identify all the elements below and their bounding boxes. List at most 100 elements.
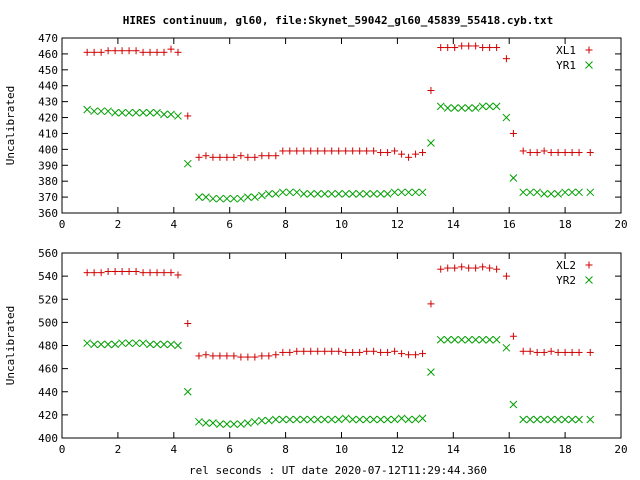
data-point-d2 <box>278 188 287 197</box>
data-point <box>328 347 336 355</box>
data-point-d2 <box>237 194 245 203</box>
y-tick-label: 370 <box>38 191 58 204</box>
data-point-d2 <box>230 420 238 428</box>
data-point <box>230 420 238 428</box>
data-point <box>334 415 343 424</box>
data-point <box>184 112 192 120</box>
data-point <box>139 108 147 117</box>
data-point <box>376 190 385 198</box>
data-point <box>83 269 91 277</box>
data-point <box>554 149 562 157</box>
data-point <box>216 194 224 203</box>
data-point <box>492 102 501 111</box>
data-point <box>265 352 273 360</box>
data-point <box>97 107 105 116</box>
data-point <box>384 348 392 356</box>
data-point-d2 <box>90 340 98 349</box>
data-point-d2 <box>216 420 224 428</box>
data-point-d2 <box>183 159 192 168</box>
data-point-d2 <box>313 190 322 198</box>
data-point-d2 <box>509 174 518 182</box>
data-point <box>384 149 392 157</box>
data-point <box>209 352 217 360</box>
data-point-d2 <box>183 387 192 396</box>
data-point-d2 <box>568 415 576 424</box>
data-point <box>457 335 466 344</box>
y-tick-label: 430 <box>38 96 58 109</box>
data-point <box>586 415 595 424</box>
data-point-d2 <box>404 188 413 197</box>
data-point <box>547 190 555 198</box>
data-point <box>104 107 112 116</box>
data-point-d2 <box>306 190 315 198</box>
data-point <box>472 264 480 272</box>
x-tick-label: 20 <box>614 443 627 456</box>
data-point-d2 <box>540 415 548 424</box>
data-point <box>202 351 210 359</box>
data-point <box>251 193 259 201</box>
data-point <box>568 188 576 197</box>
data-point-d2 <box>139 339 147 348</box>
y-axis-label: Uncalibrated <box>4 86 17 165</box>
data-point <box>125 108 133 117</box>
x-tick-label: 18 <box>558 218 571 231</box>
data-point <box>362 415 371 424</box>
data-point <box>418 414 427 423</box>
data-point <box>437 44 445 52</box>
series-YR1 <box>83 102 595 203</box>
data-point-d2 <box>457 104 466 112</box>
data-point-d2 <box>264 190 273 198</box>
data-point-d2 <box>285 188 294 197</box>
data-point <box>533 415 542 424</box>
x-tick-label: 14 <box>447 443 461 456</box>
legend-marker <box>585 261 593 269</box>
data-point-d2 <box>436 102 445 111</box>
data-point <box>362 190 371 198</box>
data-point <box>104 47 112 55</box>
data-point-d2 <box>132 108 140 117</box>
data-point <box>272 351 280 359</box>
data-point <box>195 352 203 360</box>
data-point <box>209 153 217 161</box>
data-point <box>313 415 322 424</box>
data-point-d2 <box>299 415 308 424</box>
data-point-d2 <box>348 415 357 424</box>
data-point <box>586 188 595 197</box>
data-point-d2 <box>299 190 308 198</box>
data-point <box>458 42 466 50</box>
data-point <box>390 415 399 424</box>
data-point-d2 <box>83 339 92 348</box>
data-point <box>554 415 562 424</box>
data-point <box>146 48 154 56</box>
data-point-d2 <box>271 415 280 424</box>
data-point-d2 <box>125 108 133 117</box>
data-point <box>411 415 420 424</box>
data-point <box>328 147 336 155</box>
data-point <box>244 153 252 161</box>
data-point <box>195 153 203 161</box>
data-point <box>251 353 259 361</box>
data-point-d2 <box>575 188 583 197</box>
data-point-d2 <box>575 415 583 424</box>
data-point-d2 <box>355 415 364 424</box>
data-point-d2 <box>160 340 168 349</box>
plot-1: 360 370 380 390 400 410 420 430 440 450 460 470 0 2 4 6… <box>4 32 628 231</box>
data-point <box>139 339 147 348</box>
data-point <box>202 152 210 160</box>
data-point <box>397 188 406 197</box>
data-point-d2 <box>209 194 217 203</box>
data-point <box>209 194 217 203</box>
data-point <box>307 347 315 355</box>
data-point <box>568 149 576 157</box>
data-point-d2 <box>97 340 105 349</box>
data-point <box>209 419 217 427</box>
data-point <box>526 188 535 197</box>
data-point-d2 <box>471 104 480 112</box>
data-point <box>327 415 336 424</box>
data-point-d2 <box>390 188 399 197</box>
data-point <box>533 348 541 356</box>
data-point-d2 <box>561 415 569 424</box>
data-point <box>479 44 487 52</box>
data-point-d2 <box>540 190 548 198</box>
data-point <box>153 269 161 277</box>
